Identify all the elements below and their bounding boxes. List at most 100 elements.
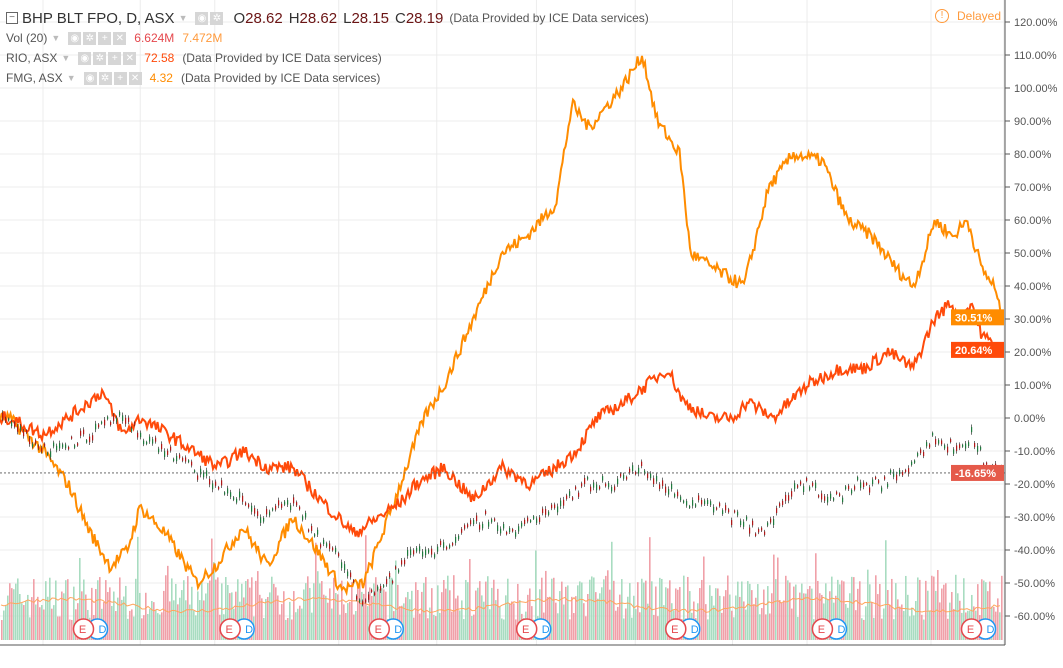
candle — [374, 592, 376, 595]
volume-bar — [51, 608, 53, 640]
candle — [677, 491, 679, 497]
candle — [107, 416, 109, 420]
volume-bar — [257, 571, 259, 640]
candle — [716, 507, 718, 510]
volume-bar — [929, 610, 931, 640]
gear-icon[interactable]: ✲ — [210, 11, 224, 25]
candle — [650, 473, 652, 479]
earnings-label: E — [671, 624, 678, 636]
volume-bar — [137, 536, 139, 640]
collapse-icon[interactable]: − — [6, 12, 18, 24]
chevron-down-icon[interactable]: ▼ — [66, 73, 76, 83]
volume-bar — [497, 588, 499, 640]
volume-bar — [15, 583, 17, 640]
candle — [110, 421, 112, 426]
candle — [734, 510, 736, 513]
volume-bar — [235, 591, 237, 640]
gear-icon[interactable]: ✲ — [83, 31, 97, 45]
volume-bar — [489, 609, 491, 640]
candle — [770, 518, 772, 523]
candle — [848, 485, 850, 490]
volume-bar — [175, 583, 177, 640]
candle — [629, 468, 631, 473]
volume-bar — [199, 600, 201, 640]
candle — [926, 442, 928, 447]
eye-icon[interactable]: ◉ — [83, 71, 97, 85]
candle — [359, 599, 361, 603]
candle — [140, 432, 142, 438]
volume-bar — [301, 608, 303, 640]
volume-bar — [913, 615, 915, 640]
candle — [710, 501, 712, 506]
volume-bar — [503, 619, 505, 640]
volume-bar — [23, 605, 25, 640]
candle — [149, 436, 151, 442]
study-name[interactable]: RIO, ASX — [6, 51, 58, 65]
volume-bar — [479, 581, 481, 640]
chevron-down-icon[interactable]: ▼ — [51, 33, 61, 43]
volume-bar — [429, 607, 431, 640]
delayed-badge[interactable]: ! Delayed — [935, 9, 1001, 23]
candle — [578, 492, 580, 497]
volume-bar — [3, 610, 5, 640]
gear-icon[interactable]: ✲ — [93, 51, 107, 65]
study-name[interactable]: Vol (20) — [6, 31, 48, 45]
volume-bar — [435, 616, 437, 640]
volume-bar — [353, 614, 355, 640]
gear-icon[interactable]: ✲ — [98, 71, 112, 85]
close-icon[interactable]: ✕ — [113, 31, 127, 45]
candle — [143, 440, 145, 445]
volume-bar — [249, 587, 251, 640]
volume-bar — [949, 602, 951, 640]
candle — [179, 454, 181, 458]
candle — [656, 476, 658, 482]
candle — [146, 441, 148, 445]
volume-bar — [529, 588, 531, 640]
y-tick-label: -60.00% — [1014, 611, 1055, 623]
study-legend: FMG, ASX ▼ ◉ ✲ + ✕ 4.32 (Data Provided by ICE D… — [6, 68, 649, 88]
volume-bar — [599, 593, 601, 640]
volume-bar — [363, 593, 365, 640]
volume-bar — [145, 592, 147, 640]
volume-bar — [547, 597, 549, 640]
eye-icon[interactable]: ◉ — [78, 51, 92, 65]
volume-bar — [805, 593, 807, 640]
plus-icon[interactable]: + — [98, 31, 112, 45]
candle — [563, 499, 565, 506]
volume-bar — [337, 594, 339, 640]
eye-icon[interactable]: ◉ — [68, 31, 82, 45]
volume-bar — [943, 584, 945, 640]
volume-bar — [121, 599, 123, 640]
volume-bar — [349, 601, 351, 640]
volume-bar — [787, 580, 789, 640]
volume-bar — [729, 594, 731, 640]
candle — [248, 504, 250, 508]
study-name[interactable]: FMG, ASX — [6, 71, 63, 85]
volume-bar — [639, 612, 641, 640]
eye-icon[interactable]: ◉ — [195, 11, 209, 25]
candle — [647, 473, 649, 479]
plus-icon[interactable]: + — [108, 51, 122, 65]
candle — [947, 446, 949, 453]
symbol-title[interactable]: BHP BLT FPO, D, ASX — [22, 9, 175, 27]
volume-bar — [981, 579, 983, 640]
volume-bar — [781, 602, 783, 640]
volume-bar — [641, 578, 643, 640]
volume-bar — [647, 603, 649, 640]
volume-bar — [251, 577, 253, 640]
volume-bar — [773, 554, 775, 640]
volume-bar — [555, 602, 557, 640]
volume-bar — [117, 597, 119, 640]
close-icon[interactable]: ✕ — [123, 51, 137, 65]
close-icon[interactable]: ✕ — [128, 71, 142, 85]
chevron-down-icon[interactable]: ▼ — [178, 13, 188, 23]
candle — [920, 449, 922, 454]
plus-icon[interactable]: + — [113, 71, 127, 85]
volume-bar — [755, 597, 757, 640]
chevron-down-icon[interactable]: ▼ — [61, 53, 71, 63]
volume-bar — [275, 587, 277, 640]
candle — [398, 569, 400, 573]
volume-bar — [127, 618, 129, 640]
